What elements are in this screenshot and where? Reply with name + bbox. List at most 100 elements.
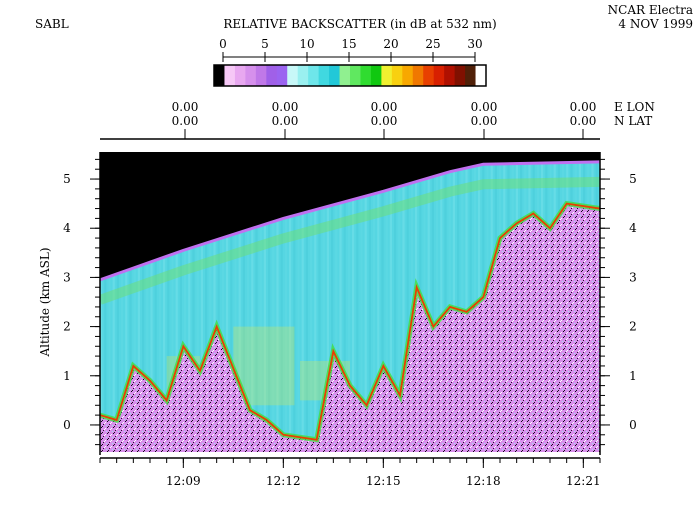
lat-value: 0.00: [172, 114, 199, 128]
colorbar-swatch: [402, 65, 414, 86]
backscatter-streak: [347, 152, 350, 452]
backscatter-streak: [179, 152, 182, 452]
lon-value: 0.00: [272, 100, 299, 114]
colorbar-swatch: [412, 65, 424, 86]
backscatter-streak: [121, 152, 124, 452]
colorbar-swatch: [339, 65, 351, 86]
colorbar-tick-label: 20: [383, 37, 398, 51]
colorbar-swatch: [214, 65, 225, 86]
backscatter-streak: [331, 152, 334, 452]
backscatter-streak: [255, 152, 258, 452]
colorbar-tick-label: 30: [467, 37, 482, 51]
colorbar-tick-label: 10: [299, 37, 314, 51]
colorbar-swatch: [276, 65, 288, 86]
backscatter-streak: [226, 152, 229, 452]
y-tick-label-right: 5: [629, 172, 637, 186]
backscatter-streak: [381, 152, 384, 452]
backscatter-streak: [461, 152, 464, 452]
y-axis-label: Altitude (km ASL): [38, 248, 52, 358]
backscatter-streak: [184, 152, 187, 452]
backscatter-streak: [158, 152, 161, 452]
colorbar-tick-label: 0: [219, 37, 227, 51]
backscatter-streak: [276, 152, 279, 452]
colorbar-tick-label: 15: [341, 37, 356, 51]
backscatter-streak: [192, 152, 195, 452]
backscatter-streak: [406, 152, 409, 452]
backscatter-streak: [217, 152, 220, 452]
backscatter-streak: [373, 152, 376, 452]
colorbar-swatch: [391, 65, 403, 86]
backscatter-streak: [188, 152, 191, 452]
backscatter-streak: [133, 152, 136, 452]
colorbar-tick-label: 25: [425, 37, 440, 51]
colorbar-frame: [213, 64, 487, 87]
backscatter-streak: [146, 152, 149, 452]
x-tick-label: 12:21: [566, 474, 601, 488]
backscatter-streak: [293, 152, 296, 452]
backscatter-streak: [305, 152, 308, 452]
below-cloud-noise-region: [100, 203, 600, 452]
y-tick-label-right: 1: [629, 369, 637, 383]
backscatter-streak: [440, 152, 443, 452]
backscatter-streak: [335, 152, 338, 452]
cloud-top-line: [100, 202, 600, 441]
colorbar-swatch: [318, 65, 330, 86]
lat-value: 0.00: [272, 114, 299, 128]
y-tick-label: 5: [63, 172, 71, 186]
lon-axis-label: E LON: [614, 100, 655, 114]
colorbar-swatch: [224, 65, 236, 86]
colorbar-swatch: [297, 65, 309, 86]
lat-axis-label: N LAT: [614, 114, 652, 128]
backscatter-streak: [398, 152, 401, 452]
backscatter-streak: [457, 152, 460, 452]
colorbar-swatch: [370, 65, 382, 86]
lat-value: 0.00: [371, 114, 398, 128]
backscatter-streak: [116, 152, 119, 452]
backscatter-streak: [385, 152, 388, 452]
chart-title: RELATIVE BACKSCATTER (in dB at 532 nm): [223, 17, 497, 31]
backscatter-streak: [150, 152, 153, 452]
backscatter-streak: [448, 152, 451, 452]
backscatter-streak: [444, 152, 447, 452]
above-aircraft-region: [100, 152, 600, 280]
x-tick-label: 12:12: [266, 474, 301, 488]
y-tick-label: 0: [63, 418, 71, 432]
lon-value: 0.00: [172, 100, 199, 114]
colorbar-swatch: [465, 65, 477, 86]
lat-value: 0.00: [471, 114, 498, 128]
backscatter-streak: [318, 152, 321, 452]
backscatter-streak: [389, 152, 392, 452]
x-tick-label: 12:15: [366, 474, 401, 488]
y-tick-label: 4: [63, 221, 71, 235]
date-label: 4 NOV 1999: [618, 17, 693, 31]
backscatter-streak: [364, 152, 367, 452]
colorbar-swatch: [381, 65, 393, 86]
colorbar-swatch: [329, 65, 341, 86]
backscatter-streak: [167, 152, 170, 452]
y-tick-label: 2: [63, 320, 71, 334]
backscatter-streak: [263, 152, 266, 452]
backscatter-streak: [314, 152, 317, 452]
colorbar-swatch: [350, 65, 361, 86]
backscatter-streak: [125, 152, 128, 452]
backscatter-streak: [310, 152, 313, 452]
lon-value: 0.00: [471, 100, 498, 114]
backscatter-streak: [289, 152, 292, 452]
backscatter-streak: [175, 152, 178, 452]
colorbar-swatch: [360, 65, 372, 86]
colorbar-swatch: [475, 65, 487, 86]
colorbar-swatch: [308, 65, 320, 86]
backscatter-streak: [234, 152, 237, 452]
y-tick-label: 3: [63, 270, 71, 284]
backscatter-streak: [268, 152, 271, 452]
backscatter-streak: [213, 152, 216, 452]
instrument-label: SABL: [35, 17, 69, 31]
y-tick-label-right: 0: [629, 418, 637, 432]
backscatter-streak: [272, 152, 275, 452]
backscatter-streak: [436, 152, 439, 452]
backscatter-streak: [196, 152, 199, 452]
backscatter-streak: [142, 152, 145, 452]
backscatter-streak: [154, 152, 157, 452]
backscatter-streak: [112, 152, 115, 452]
